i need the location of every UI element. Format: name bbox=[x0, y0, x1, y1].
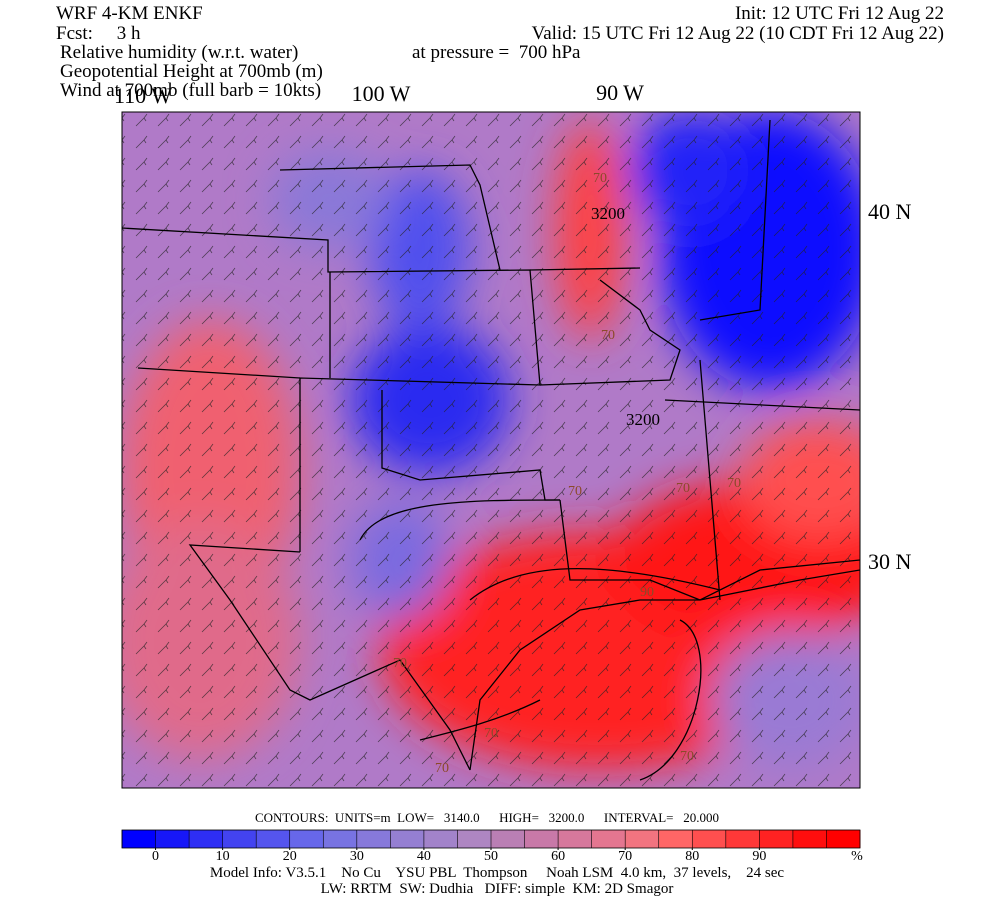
colorbar-swatch bbox=[256, 830, 291, 848]
contour-label: 70 bbox=[593, 171, 607, 186]
contour-label: 70 bbox=[601, 328, 615, 343]
colorbar-tick-label: 20 bbox=[283, 849, 297, 864]
colorbar-tick-label: 50 bbox=[484, 849, 498, 864]
colorbar-swatch bbox=[658, 830, 693, 848]
map-frame bbox=[121, 111, 861, 789]
colorbar-tick-label: 90 bbox=[752, 849, 766, 864]
colorbar-tick-label: 0 bbox=[152, 849, 159, 864]
contour-label: 70 bbox=[393, 656, 407, 671]
contour-label: 70 bbox=[680, 749, 694, 764]
colorbar-swatch bbox=[155, 830, 190, 848]
colorbar-unit: % bbox=[851, 849, 863, 864]
physics-info: LW: RRTM SW: Dudhia DIFF: simple KM: 2D … bbox=[321, 881, 674, 897]
colorbar-tick-label: 40 bbox=[417, 849, 431, 864]
colorbar-swatch bbox=[792, 830, 827, 848]
colorbar-swatch bbox=[625, 830, 660, 848]
contour-label: 3200 bbox=[591, 204, 625, 223]
contour-label: 90 bbox=[640, 585, 654, 600]
colorbar-tick-label: 60 bbox=[551, 849, 565, 864]
colorbar-swatch bbox=[122, 830, 157, 848]
colorbar-swatch bbox=[725, 830, 760, 848]
field-label: Relative humidity (w.r.t. water) bbox=[60, 42, 298, 63]
colorbar-tick-label: 80 bbox=[685, 849, 699, 864]
colorbar-swatch bbox=[323, 830, 358, 848]
contour-label: 70 bbox=[435, 761, 449, 776]
contour-label: 70 bbox=[727, 476, 741, 491]
colorbar-swatch bbox=[457, 830, 492, 848]
colorbar-swatch bbox=[289, 830, 324, 848]
pressure-level: at pressure = 700 hPa bbox=[412, 42, 581, 63]
colorbar-tick-label: 70 bbox=[618, 849, 632, 864]
humidity-map: 70 3200 70 3200 70 70 70 90 70 70 70 70 bbox=[122, 112, 860, 788]
field-label: Wind at 700mb (full barb = 10kts) bbox=[60, 80, 321, 101]
valid-time: Valid: 15 UTC Fri 12 Aug 22 (10 CDT Fri … bbox=[532, 23, 944, 44]
colorbar-swatch bbox=[390, 830, 425, 848]
contour-info: CONTOURS: UNITS=m LOW= 3140.0 HIGH= 3200… bbox=[255, 810, 719, 825]
field-label: Geopotential Height at 700mb (m) bbox=[60, 61, 323, 82]
contour-label: 3200 bbox=[626, 410, 660, 429]
longitude-label: 100 W bbox=[352, 81, 411, 106]
colorbar-swatch bbox=[491, 830, 526, 848]
contour-label: 70 bbox=[568, 484, 582, 499]
colorbar-swatch bbox=[692, 830, 727, 848]
colorbar-swatch bbox=[826, 830, 861, 848]
latitude-label: 30 N bbox=[868, 549, 912, 574]
colorbar-swatch bbox=[423, 830, 458, 848]
colorbar-swatch bbox=[189, 830, 224, 848]
colorbar-swatch bbox=[591, 830, 626, 848]
colorbar-swatch bbox=[558, 830, 593, 848]
model-name: WRF 4-KM ENKF bbox=[56, 3, 203, 24]
colorbar-tick-label: 10 bbox=[216, 849, 230, 864]
colorbar-swatch bbox=[524, 830, 559, 848]
contour-labels: 70 3200 70 3200 70 70 70 90 70 70 70 70 bbox=[393, 171, 741, 776]
init-time: Init: 12 UTC Fri 12 Aug 22 bbox=[735, 3, 944, 24]
colorbar-tick-label: 30 bbox=[350, 849, 364, 864]
model-info: Model Info: V3.5.1 No Cu YSU PBL Thompso… bbox=[210, 865, 785, 881]
colorbar: 0 10 20 30 40 50 60 70 80 90% bbox=[121, 829, 863, 864]
latitude-label: 40 N bbox=[868, 199, 912, 224]
colorbar-swatch bbox=[222, 830, 257, 848]
contour-label: 70 bbox=[676, 481, 690, 496]
colorbar-swatch bbox=[356, 830, 391, 848]
longitude-label: 110 W bbox=[114, 83, 172, 108]
forecast-hour: Fcst: 3 h bbox=[56, 23, 141, 44]
colorbar-swatch bbox=[759, 830, 794, 848]
longitude-label: 90 W bbox=[596, 80, 644, 105]
contour-label: 70 bbox=[484, 726, 498, 741]
